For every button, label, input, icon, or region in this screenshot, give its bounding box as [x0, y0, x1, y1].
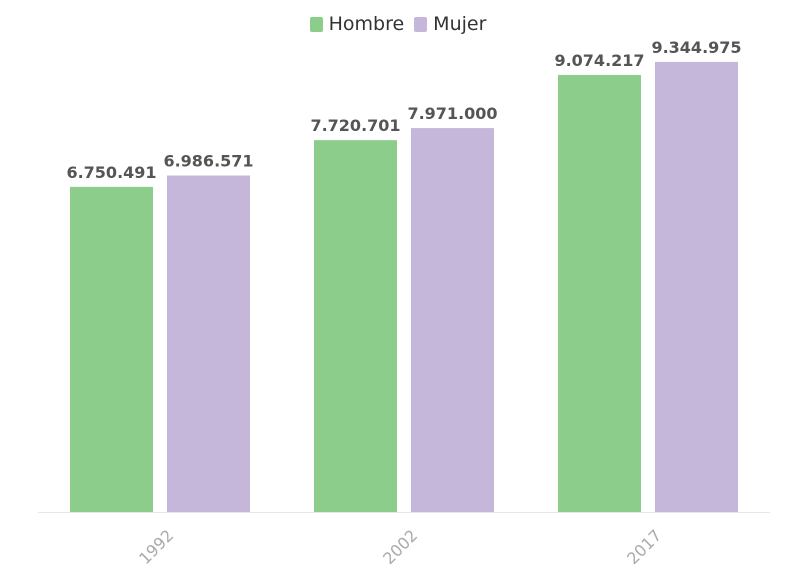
bar-hombre-2017[interactable] — [558, 74, 641, 512]
data-label-mujer-1992: 6.986.571 — [163, 152, 253, 171]
data-label-hombre-2002: 7.720.701 — [310, 116, 400, 135]
x-tick-label-2002: 2002 — [379, 526, 421, 568]
legend-label-mujer: Mujer — [433, 13, 487, 35]
data-label-mujer-2002: 7.971.000 — [407, 104, 497, 123]
data-label-hombre-1992: 6.750.491 — [66, 163, 156, 182]
legend-label-hombre: Hombre — [328, 13, 405, 35]
data-label-hombre-2017: 9.074.217 — [554, 51, 644, 70]
x-tick-label-2017: 2017 — [623, 526, 665, 568]
legend-item-hombre[interactable]: Hombre — [309, 13, 405, 35]
bar-hombre-2002[interactable] — [314, 140, 397, 513]
chart-legend: Hombre Mujer — [0, 13, 796, 35]
legend-item-mujer[interactable]: Mujer — [414, 13, 486, 35]
bar-hombre-1992[interactable] — [70, 186, 153, 512]
legend-swatch-mujer — [414, 16, 428, 32]
legend-swatch-hombre — [309, 16, 323, 32]
bar-mujer-2017[interactable] — [655, 61, 738, 512]
x-tick-label-1992: 1992 — [135, 526, 177, 568]
bar-mujer-2002[interactable] — [411, 128, 494, 512]
data-label-mujer-2017: 9.344.975 — [651, 38, 741, 57]
bar-mujer-1992[interactable] — [167, 175, 250, 513]
